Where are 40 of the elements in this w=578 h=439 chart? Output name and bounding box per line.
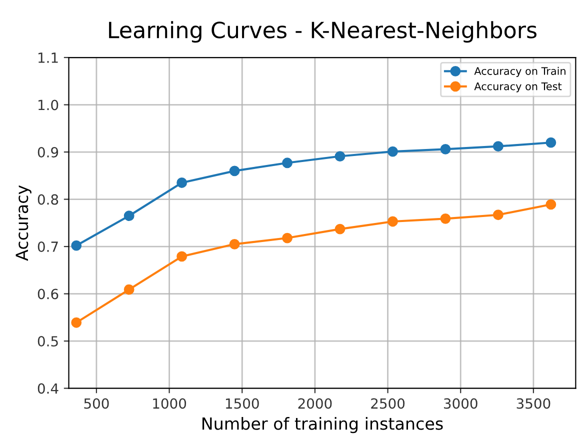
point <box>388 146 398 157</box>
x-tick-label: 500 <box>84 398 109 409</box>
point <box>229 238 240 250</box>
point <box>282 232 292 244</box>
point <box>440 144 451 154</box>
y-tick-label: 0.8 <box>38 194 58 205</box>
y-tick-label: 1.1 <box>38 52 58 63</box>
point <box>282 158 292 168</box>
y-tick-label: 1.0 <box>38 100 58 110</box>
legend-label: Accuracy on Train <box>474 66 566 77</box>
legend-label: Accuracy on Test <box>474 82 562 92</box>
y-tick-label: 0.4 <box>38 383 58 394</box>
point <box>492 210 504 220</box>
y-tick-label: 0.7 <box>38 242 58 252</box>
x-tick-label: 3500 <box>516 398 550 409</box>
point <box>176 251 188 262</box>
y-tick-label: 0.5 <box>38 336 58 347</box>
point <box>492 141 504 152</box>
point <box>71 317 82 328</box>
x-tick-label: 1500 <box>226 398 259 409</box>
point <box>71 240 82 251</box>
point <box>546 199 556 210</box>
point <box>176 178 188 188</box>
x-axis-title: Number of training instances <box>202 417 443 434</box>
x-tick-label: 3000 <box>444 398 478 409</box>
point <box>440 213 451 224</box>
point <box>546 137 556 148</box>
point <box>124 210 134 222</box>
chart-title: Learning Curves - K-Nearest-Neighbors <box>109 21 536 43</box>
y-tick-label: 0.9 <box>38 146 58 158</box>
x-tick-label: 2000 <box>298 398 332 409</box>
point <box>334 224 346 234</box>
y-axis-title: Accuracy <box>16 185 32 261</box>
point <box>229 166 240 176</box>
point <box>334 151 346 162</box>
point <box>124 284 134 295</box>
x-tick-label: 1000 <box>153 398 186 409</box>
y-tick-label: 0.6 <box>38 288 58 300</box>
x-tick-label: 2500 <box>371 398 405 409</box>
point <box>388 216 398 227</box>
